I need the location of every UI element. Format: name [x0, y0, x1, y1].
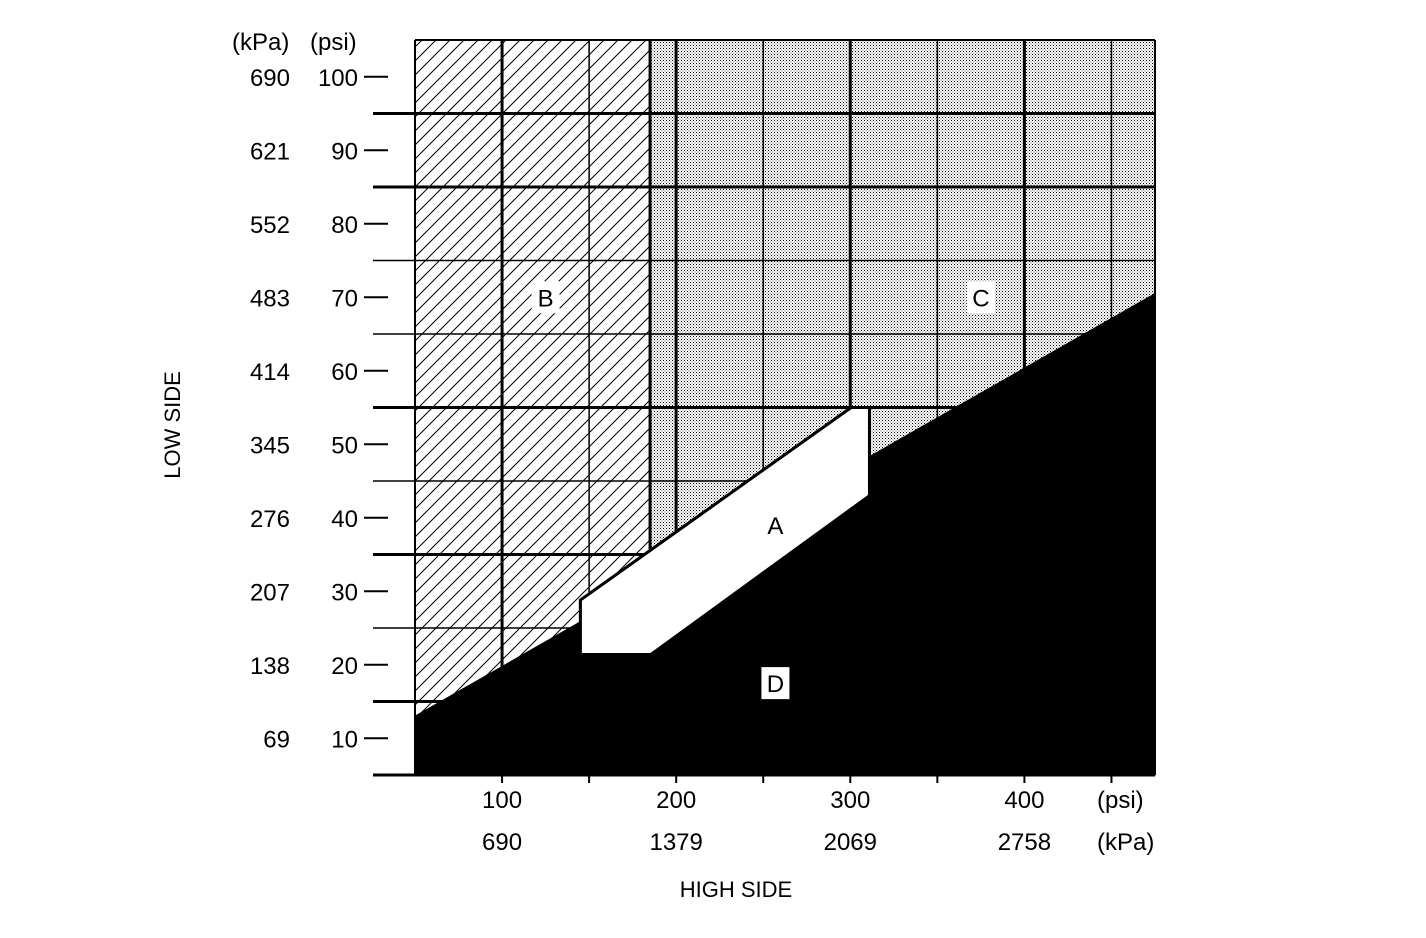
x-tick-label-kpa: 690: [482, 829, 522, 856]
y-tick-label-kpa: 414: [250, 359, 290, 386]
y-tick-label-psi: 90: [331, 138, 358, 165]
y-tick-label-kpa: 483: [250, 285, 290, 312]
y-axis-label: LOW SIDE: [160, 371, 185, 479]
y-tick-label-kpa: 345: [250, 432, 290, 459]
x-tick-label-psi: 100: [482, 787, 522, 814]
y-unit-kpa: (kPa): [232, 29, 289, 56]
y-tick-label-kpa: 552: [250, 212, 290, 239]
x-tick-label-psi: 300: [830, 787, 870, 814]
y-tick-label-kpa: 138: [250, 653, 290, 680]
y-tick-label-psi: 10: [331, 726, 358, 753]
y-tick-label-psi: 60: [331, 359, 358, 386]
y-tick-label-psi: 80: [331, 212, 358, 239]
y-tick-label-kpa: 690: [250, 65, 290, 92]
region-label-c: C: [972, 285, 989, 312]
x-tick-label-kpa: 2069: [824, 829, 877, 856]
x-tick-label-kpa: 1379: [649, 829, 702, 856]
y-tick-label-psi: 30: [331, 579, 358, 606]
region-b: [415, 40, 651, 717]
y-tick-label-psi: 70: [331, 285, 358, 312]
y-tick-label-kpa: 276: [250, 506, 290, 533]
region-label-b: B: [538, 285, 554, 312]
y-tick-label-kpa: 69: [263, 726, 290, 753]
region-label-bg-c: [966, 281, 995, 314]
x-tick-label-psi: 200: [656, 787, 696, 814]
y-unit-psi: (psi): [310, 29, 357, 56]
y-tick-label-psi: 100: [318, 65, 358, 92]
region-a-overlay: [578, 406, 871, 656]
region-label-bg-d: [761, 667, 790, 700]
y-tick-label-psi: 50: [331, 432, 358, 459]
x-tick-label-kpa: 2758: [998, 829, 1051, 856]
x-tick-label-psi: 400: [1004, 787, 1044, 814]
y-tick-label-kpa: 621: [250, 138, 290, 165]
y-tick-label-psi: 20: [331, 653, 358, 680]
y-tick-label-psi: 40: [331, 506, 358, 533]
region-label-a: A: [767, 513, 783, 540]
x-unit-psi: (psi): [1097, 787, 1144, 814]
x-unit-kpa: (kPa): [1097, 829, 1154, 856]
region-label-d: D: [767, 671, 784, 698]
x-axis-label: HIGH SIDE: [680, 877, 792, 902]
y-tick-label-kpa: 207: [250, 579, 290, 606]
region-label-bg-b: [531, 281, 560, 314]
